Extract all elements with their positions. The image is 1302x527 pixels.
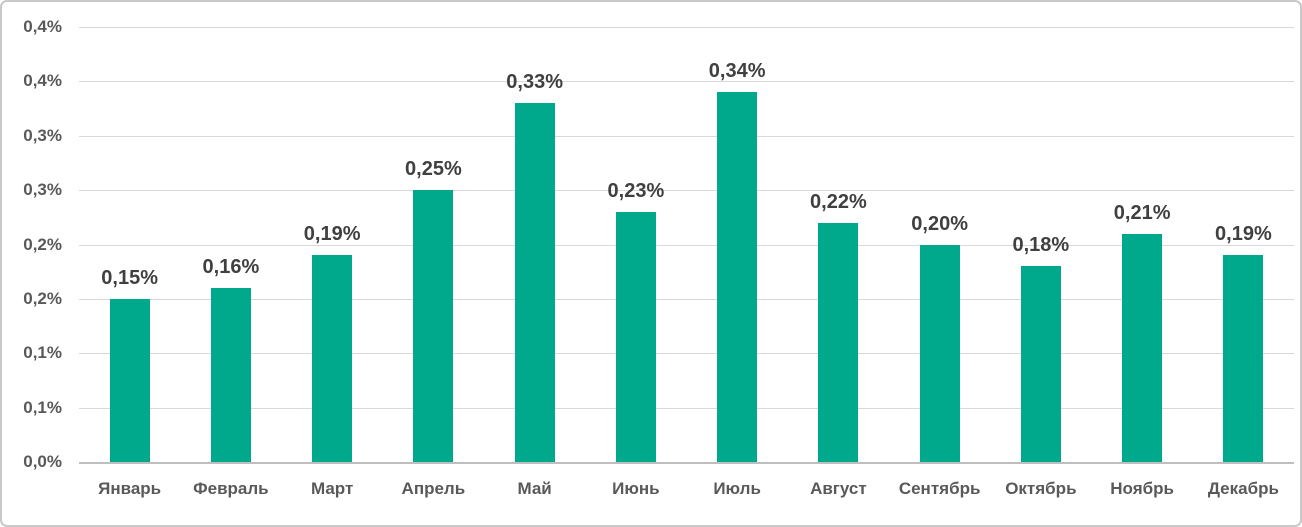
- gridline: [79, 298, 1294, 300]
- x-tick-label: Июнь: [612, 479, 660, 498]
- y-tick-label: 0,4%: [23, 17, 62, 36]
- gridline: [79, 27, 1294, 28]
- x-tick-label: Октябрь: [1005, 479, 1077, 498]
- bar-value-label: 0,21%: [1113, 201, 1171, 224]
- bar-value-label: 0,22%: [810, 190, 867, 213]
- gridline: [79, 81, 1294, 83]
- bar-value-label: 0,18%: [1012, 234, 1070, 257]
- x-axis-line: [79, 462, 1294, 464]
- bar-Февраль: [210, 288, 251, 462]
- gridline: [79, 353, 1294, 355]
- bar-Август: [818, 222, 859, 462]
- bar-Май: [514, 103, 555, 462]
- x-tick-label: Февраль: [193, 479, 269, 498]
- gridline: [79, 135, 1294, 137]
- y-tick-label: 0,2%: [23, 234, 62, 254]
- x-tick-label: Август: [810, 479, 867, 498]
- bar-value-label: 0,19%: [303, 223, 361, 246]
- gridline: [79, 244, 1294, 246]
- bar-value-label: 0,15%: [101, 266, 158, 289]
- y-tick-label: 0,4%: [23, 71, 62, 91]
- bar-Июль: [717, 92, 758, 462]
- bar-Ноябрь: [1122, 233, 1163, 462]
- x-tick-label: Ноябрь: [1110, 479, 1174, 498]
- bar-Июнь: [615, 211, 656, 462]
- bar-value-label: 0,34%: [708, 60, 766, 83]
- bar-Октябрь: [1020, 266, 1061, 462]
- y-tick-label: 0,3%: [23, 180, 62, 200]
- bar-value-label: 0,23%: [607, 179, 665, 202]
- x-tick-label: Июль: [713, 479, 761, 498]
- bar-Сентябрь: [919, 244, 960, 462]
- x-tick-label: Сентябрь: [898, 479, 981, 498]
- bar-Апрель: [413, 190, 454, 462]
- bar-Декабрь: [1223, 255, 1264, 462]
- y-tick-label: 0,0%: [23, 452, 62, 471]
- x-tick-label: Март: [310, 479, 354, 498]
- bar-Март: [312, 255, 353, 462]
- bar-value-label: 0,33%: [506, 71, 563, 94]
- bar-value-label: 0,25%: [405, 158, 462, 181]
- y-tick-label: 0,2%: [23, 288, 62, 308]
- y-tick-label: 0,1%: [23, 397, 62, 417]
- bar-value-label: 0,19%: [1215, 223, 1272, 246]
- x-axis: Январь Февраль Март Апрель Май Июнь Июль Август…: [79, 464, 1294, 524]
- bar-value-label: 0,20%: [911, 212, 968, 235]
- gridline: [79, 407, 1294, 409]
- x-tick-label: Май: [517, 479, 552, 498]
- x-tick-label: Апрель: [401, 479, 466, 498]
- y-tick-label: 0,3%: [23, 125, 62, 145]
- x-tick-label: Январь: [98, 479, 162, 498]
- y-tick-label: 0,1%: [23, 343, 62, 363]
- plot-area: 0,15% 0,16% 0,19% 0,25% 0,33% 0,23% 0,34% 0,22%…: [79, 27, 1294, 464]
- bar-Январь: [109, 298, 150, 462]
- gridline: [79, 190, 1294, 192]
- x-tick-label: Декабрь: [1207, 479, 1279, 498]
- bar-value-label: 0,16%: [202, 256, 260, 278]
